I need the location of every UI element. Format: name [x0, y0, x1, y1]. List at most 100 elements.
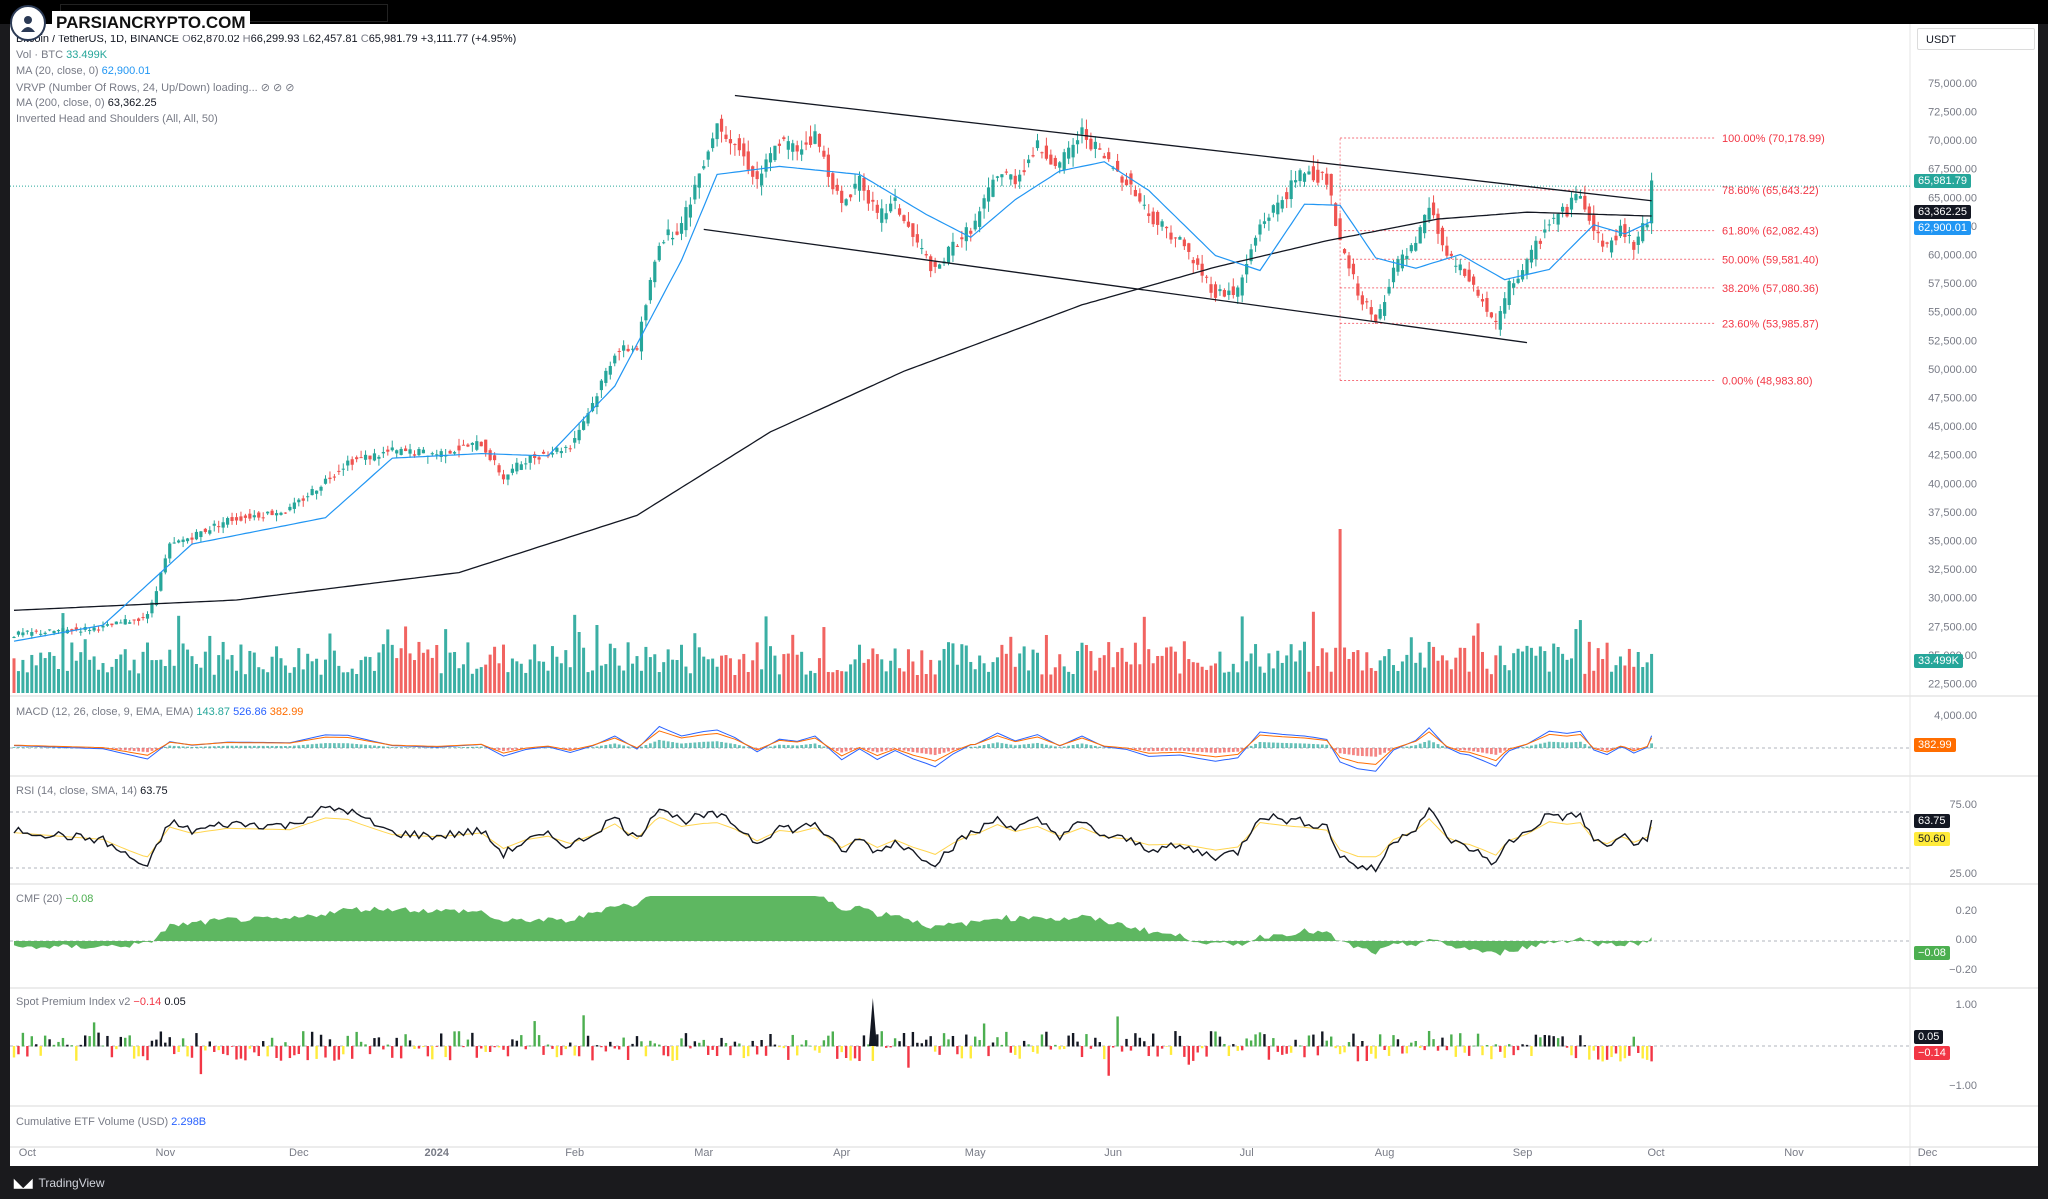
volume-bar — [893, 648, 897, 693]
spi-bar — [796, 1046, 799, 1056]
chart-frame — [10, 24, 2038, 1166]
spi-bar — [110, 1046, 114, 1058]
candle-body — [395, 450, 399, 454]
macd-hist-value: 143.87 — [196, 706, 230, 718]
spi-bar — [1263, 1034, 1266, 1047]
macd-histogram-bar — [1223, 748, 1226, 753]
candle-body — [1556, 213, 1560, 225]
macd-histogram-bar — [1062, 746, 1066, 748]
cmf-legend[interactable]: CMF (20) −0.08 — [16, 893, 93, 905]
spi-bar — [444, 1046, 447, 1058]
spi-bar — [377, 1037, 381, 1047]
volume-bar — [1289, 644, 1293, 693]
macd-histogram-bar — [301, 744, 305, 748]
volume-bar — [243, 674, 247, 693]
spi-bar — [1103, 1046, 1106, 1060]
spi-bar — [1645, 1046, 1649, 1060]
volume-bar — [177, 615, 181, 693]
volume-bar — [1102, 655, 1106, 693]
spi-bar — [1383, 1046, 1386, 1050]
volume-bar — [186, 649, 190, 693]
macd-histogram-bar — [671, 742, 674, 748]
macd-histogram-bar — [484, 747, 488, 749]
spi-bar — [991, 1042, 995, 1047]
etf-legend[interactable]: Cumulative ETF Volume (USD) 2.298B — [16, 1116, 206, 1128]
spi-legend[interactable]: Spot Premium Index v2 −0.14 0.05 — [16, 996, 186, 1008]
spi-bar — [342, 1046, 345, 1055]
ihs-label: Inverted Head and Shoulders (All, All, 5… — [16, 113, 218, 125]
macd-legend[interactable]: MACD (12, 26, close, 9, EMA, EMA) 143.87… — [16, 706, 303, 718]
macd-histogram-bar — [181, 746, 185, 748]
volume-bar — [795, 654, 799, 693]
volume-bar — [546, 670, 550, 693]
candle-body — [199, 531, 203, 538]
macd-histogram-bar — [1134, 748, 1137, 750]
macd-histogram-bar — [528, 748, 532, 749]
spi-bar — [880, 1031, 883, 1047]
candle-body — [706, 151, 710, 160]
volume-bar — [364, 656, 368, 693]
candle-body — [1040, 152, 1044, 154]
spi-bar — [1267, 1046, 1271, 1060]
spi-bar — [613, 1046, 616, 1049]
candle-body — [1067, 147, 1071, 159]
spi-bar — [1116, 1016, 1119, 1047]
candle-body — [1583, 195, 1587, 210]
macd-histogram-bar — [1031, 743, 1035, 748]
spi-bar — [471, 1032, 474, 1047]
volume-bar — [800, 651, 804, 693]
volume-bar — [1538, 646, 1542, 693]
ihs-legend[interactable]: Inverted Head and Shoulders (All, All, 5… — [16, 113, 218, 125]
volume-bar — [947, 642, 950, 693]
macd-histogram-bar — [542, 747, 545, 749]
ma20-legend[interactable]: MA (20, close, 0) 62,900.01 — [16, 65, 151, 77]
macd-histogram-bar — [764, 747, 768, 749]
macd-histogram-bar — [915, 748, 919, 753]
volume-bar — [1227, 671, 1231, 693]
macd-histogram-bar — [1530, 745, 1533, 748]
volume-bar — [239, 644, 243, 693]
vrvp-legend[interactable]: VRVP (Number Of Rows, 24, Up/Down) loadi… — [16, 81, 295, 94]
macd-histogram-bar — [292, 745, 296, 748]
volume-bar — [292, 667, 296, 693]
spi-bar — [1249, 1040, 1253, 1047]
spi-bar — [1641, 1046, 1644, 1059]
volume-bar — [1396, 671, 1400, 693]
volume-bar — [568, 667, 572, 693]
macd-histogram-bar — [1285, 743, 1289, 748]
macd-histogram-bar — [729, 743, 732, 748]
spi-bar — [1628, 1046, 1631, 1056]
volume-bar — [1205, 669, 1209, 693]
macd-histogram-bar — [1071, 745, 1075, 748]
volume-bar — [1476, 623, 1480, 693]
tradingview-brand[interactable]: ◣◢ TradingView — [14, 1176, 105, 1190]
volume-bar — [586, 672, 590, 693]
spi-bar — [262, 1041, 265, 1047]
macd-histogram-bar — [1610, 748, 1613, 750]
spi-bar — [1281, 1046, 1284, 1055]
volume-tag: 33.499K — [1914, 654, 1963, 668]
spi-bar — [702, 1039, 705, 1047]
spi-bar — [1045, 1031, 1048, 1047]
macd-histogram-bar — [1645, 747, 1649, 749]
spi-label: Spot Premium Index v2 — [16, 996, 131, 1008]
candle-body — [1173, 237, 1178, 239]
volume-bar — [1472, 635, 1476, 693]
currency-selector[interactable]: USDT — [1917, 28, 2035, 50]
ma200-legend[interactable]: MA (200, close, 0) 63,362.25 — [16, 97, 157, 109]
volume-bar — [1610, 671, 1614, 693]
volume-bar — [1334, 647, 1338, 693]
vol-legend[interactable]: Vol · BTC 33.499K — [16, 49, 107, 61]
rsi-legend[interactable]: RSI (14, close, SMA, 14) 63.75 — [16, 785, 168, 797]
candle-body — [243, 515, 247, 518]
volume-bar — [1498, 645, 1502, 693]
volume-bar — [1351, 651, 1355, 693]
candle-body — [1151, 211, 1155, 225]
candle-body — [1414, 242, 1418, 251]
ma200-label: MA (200, close, 0) — [16, 97, 105, 109]
spi-bar — [675, 1046, 679, 1061]
spi-bar — [707, 1046, 710, 1055]
volume-bar — [653, 654, 657, 693]
spi-bar — [1111, 1046, 1115, 1048]
